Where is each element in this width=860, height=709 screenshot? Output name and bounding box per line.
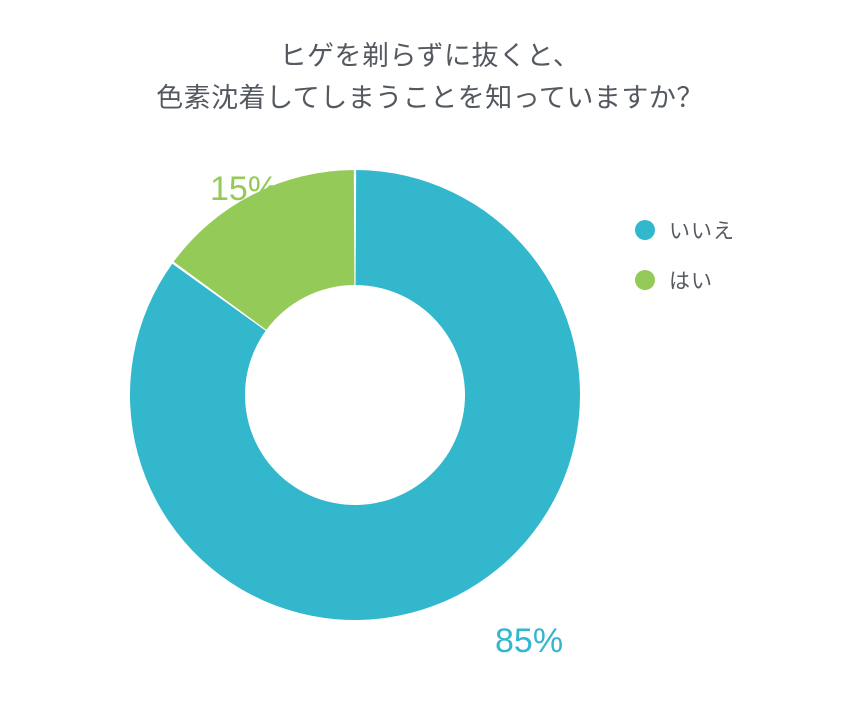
donut-chart [125,165,585,625]
percent-label: 15% [210,170,278,209]
legend-item-no: いいえ [635,215,735,245]
legend-swatch-no [635,220,655,240]
legend-label-yes: はい [669,265,713,295]
legend: いいえ はい [635,215,735,315]
legend-label-no: いいえ [669,215,735,245]
legend-item-yes: はい [635,265,735,295]
chart-container: ヒゲを剃らずに抜くと、 色素沈着してしまうことを知っていますか？ 85%15% … [0,0,860,709]
title-line-1: ヒゲを剃らずに抜くと、 [280,41,581,71]
donut-svg [125,165,585,625]
percent-label: 85% [495,622,563,661]
chart-title: ヒゲを剃らずに抜くと、 色素沈着してしまうことを知っていますか？ [0,36,860,120]
legend-swatch-yes [635,270,655,290]
title-line-2: 色素沈着してしまうことを知っていますか？ [156,83,704,113]
